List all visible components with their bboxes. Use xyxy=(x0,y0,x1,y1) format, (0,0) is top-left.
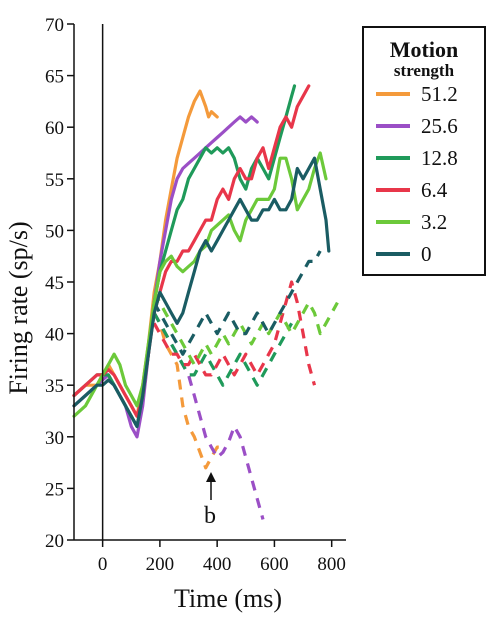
axes xyxy=(67,23,346,547)
x-tick-label: 200 xyxy=(146,554,175,575)
y-tick-label: 65 xyxy=(45,67,64,88)
y-tick-label: 60 xyxy=(45,118,64,139)
y-tick-label: 30 xyxy=(45,428,64,449)
series-3-solid-line xyxy=(72,84,311,418)
x-tick-label: 0 xyxy=(98,554,108,575)
legend-label-1: 25.6 xyxy=(421,114,458,138)
y-tick-label: 45 xyxy=(45,273,64,294)
legend-label-4: 3.2 xyxy=(421,210,447,234)
legend-label-5: 0 xyxy=(421,242,432,266)
series-2-dashed-line xyxy=(152,312,293,387)
x-tick-label: 800 xyxy=(317,554,346,575)
tick-labels: 20 25 30 35 40 45 50 55 60 65 70 0 200 400 600 800 xyxy=(45,15,346,575)
y-axis-title: Firing rate (sp/s) xyxy=(4,221,33,394)
legend-label-2: 12.8 xyxy=(421,146,458,170)
series-3-dashed-line xyxy=(152,280,317,386)
x-tick-label: 600 xyxy=(260,554,289,575)
series-5-solid-line xyxy=(72,156,331,429)
annotation-label: b xyxy=(204,503,216,529)
annotation-arrowhead xyxy=(206,472,216,482)
legend-label-0: 51.2 xyxy=(421,82,458,106)
y-tick-label: 50 xyxy=(45,221,64,242)
legend-box xyxy=(362,26,486,276)
y-tick-label: 35 xyxy=(45,376,64,397)
y-tick-label: 25 xyxy=(45,479,64,500)
legend-title-line1: Motion xyxy=(390,37,458,62)
legend-label-3: 6.4 xyxy=(421,178,448,202)
series-5-dashed-line xyxy=(152,250,322,356)
legend-title-line2: strength xyxy=(394,61,455,80)
series-1-dashed-line xyxy=(152,312,265,520)
plot-lines xyxy=(72,84,339,520)
legend: Motion strength 51.2 25.6 12.8 6.4 3.2 0 xyxy=(362,26,486,276)
stimulus-annotation: b xyxy=(204,472,216,529)
x-tick-label: 400 xyxy=(203,554,232,575)
x-axis-title: Time (ms) xyxy=(174,584,282,613)
y-tick-label: 55 xyxy=(45,170,64,191)
series-0-dashed-line xyxy=(152,312,223,470)
series-4-solid-line xyxy=(72,151,328,418)
legend-items: 51.2 25.6 12.8 6.4 3.2 0 xyxy=(376,82,458,266)
y-tick-label: 40 xyxy=(45,325,64,346)
y-tick-label: 20 xyxy=(45,531,64,552)
y-tick-label: 70 xyxy=(45,15,64,36)
